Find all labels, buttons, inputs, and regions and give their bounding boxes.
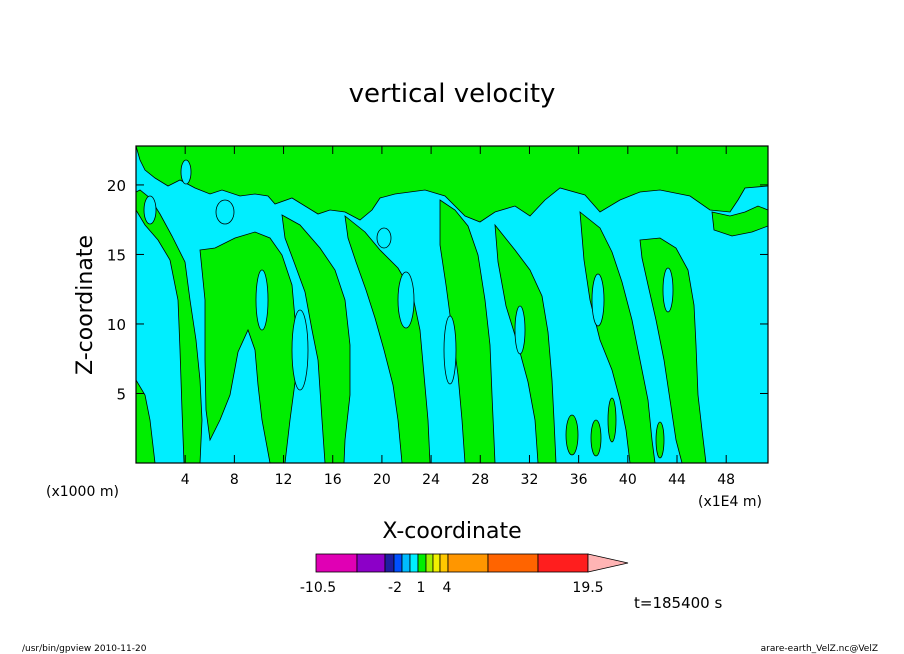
x-tick-label: 12 xyxy=(275,472,293,488)
footer-program-info: /usr/bin/gpview 2010-11-20 xyxy=(22,644,147,654)
x-tick-label: 20 xyxy=(373,472,391,488)
x-tick-label: 16 xyxy=(324,472,342,488)
y-axis-title: Z-coordinate xyxy=(73,235,98,375)
x-tick-marks xyxy=(184,146,727,463)
x-tick-label: 48 xyxy=(717,472,735,488)
colorbar-label: -10.5 xyxy=(300,580,336,596)
x-tick-label: 32 xyxy=(521,472,539,488)
colorbar-segment xyxy=(417,553,427,573)
x-unit-left: (x1000 m) xyxy=(46,484,119,500)
colorbar-segment xyxy=(409,553,419,573)
footer-file-info: arare-earth_VelZ.nc@VelZ xyxy=(761,644,878,654)
x-unit-right: (x1E4 m) xyxy=(698,494,762,510)
plot-area xyxy=(135,145,769,464)
colorbar-overflow-arrow xyxy=(587,553,629,573)
colorbar-segment xyxy=(425,553,434,573)
colorbar-segment xyxy=(356,553,386,573)
y-tick-marks xyxy=(136,184,768,394)
y-tick-label: 10 xyxy=(107,316,126,334)
x-tick-label: 4 xyxy=(181,472,190,488)
x-tick-label: 36 xyxy=(570,472,588,488)
colorbar-segment xyxy=(393,553,403,573)
x-tick-label: 24 xyxy=(422,472,440,488)
y-tick-label: 15 xyxy=(107,246,126,264)
colorbar-segment xyxy=(432,553,441,573)
negative-velocity-pockets xyxy=(143,159,674,391)
colorbar-label: 1 xyxy=(417,580,426,596)
colorbar-label: 19.5 xyxy=(572,580,603,596)
y-tick-labels: 5 10 15 20 xyxy=(107,177,126,404)
colorbar-label: 4 xyxy=(443,580,452,596)
x-tick-labels: 4 8 12 16 20 24 28 32 36 40 44 48 xyxy=(181,472,735,488)
colorbar-labels: -10.5 -2 1 4 19.5 xyxy=(300,580,604,596)
colorbar-segment xyxy=(315,553,358,573)
colorbar-segment xyxy=(487,553,539,573)
time-label: t=185400 s xyxy=(634,594,722,612)
x-axis-title: X-coordinate xyxy=(382,519,521,544)
y-tick-label: 20 xyxy=(107,177,126,195)
colorbar-label: -2 xyxy=(388,580,402,596)
y-tick-label: 5 xyxy=(116,385,126,403)
colorbar-segment xyxy=(537,553,589,573)
plot-frame xyxy=(135,145,769,464)
colorbar-segment xyxy=(384,553,395,573)
colorbar-segment xyxy=(439,553,449,573)
x-tick-label: 44 xyxy=(668,472,686,488)
x-tick-label: 28 xyxy=(471,472,489,488)
positive-velocity-regions xyxy=(135,145,769,464)
chart-title: vertical velocity xyxy=(349,79,556,109)
x-tick-label: 40 xyxy=(619,472,637,488)
colorbar-segment xyxy=(401,553,411,573)
colorbar xyxy=(315,553,629,573)
colorbar-segment xyxy=(447,553,489,573)
x-tick-label: 8 xyxy=(230,472,239,488)
